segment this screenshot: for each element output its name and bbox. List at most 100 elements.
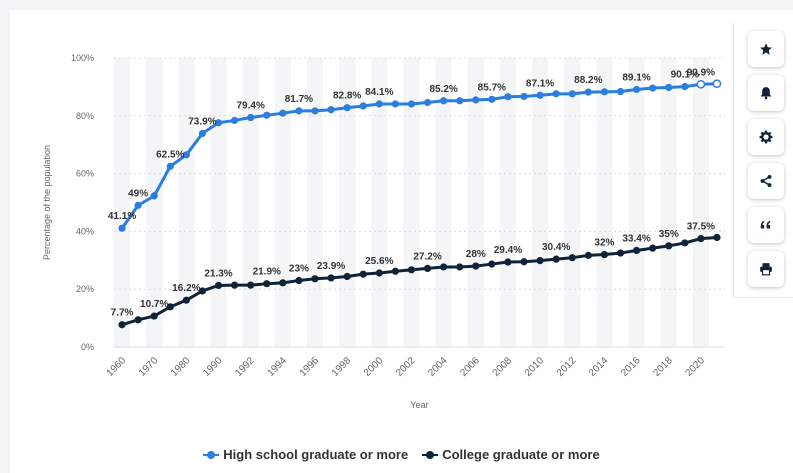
data-point xyxy=(504,258,512,266)
data-point xyxy=(649,244,657,252)
data-point xyxy=(150,192,158,200)
data-label: 28% xyxy=(466,249,486,260)
y-tick-label: 80% xyxy=(76,111,94,121)
y-tick-label: 60% xyxy=(76,169,94,179)
data-label: 23% xyxy=(289,264,309,275)
data-label: 85.7% xyxy=(478,82,506,93)
data-point xyxy=(166,162,174,170)
data-point xyxy=(327,106,335,114)
data-label: 33.4% xyxy=(622,233,650,244)
data-label: 62.5% xyxy=(156,149,184,160)
data-point xyxy=(343,104,351,112)
data-point xyxy=(118,224,126,232)
data-point xyxy=(295,107,303,115)
data-point xyxy=(504,93,512,101)
data-point xyxy=(134,316,142,324)
x-tick-label: 1960 xyxy=(105,355,129,379)
notification-button[interactable] xyxy=(748,75,784,111)
x-tick-label: 2014 xyxy=(587,355,611,379)
data-label: 30.4% xyxy=(542,242,570,253)
category-band xyxy=(628,58,645,347)
data-label: 10.7% xyxy=(140,299,168,310)
print-button[interactable] xyxy=(748,251,784,287)
data-point xyxy=(118,321,126,329)
data-point xyxy=(150,312,158,320)
data-point xyxy=(665,242,673,250)
data-point xyxy=(600,250,609,259)
data-point xyxy=(536,256,544,265)
data-point xyxy=(568,90,576,98)
data-point xyxy=(520,92,528,101)
data-point xyxy=(279,109,287,117)
data-point xyxy=(440,97,448,105)
legend-label-high-school: High school graduate or more xyxy=(223,447,409,462)
data-label: 29.4% xyxy=(494,245,522,256)
data-point xyxy=(632,246,641,255)
data-point xyxy=(632,85,641,94)
data-point xyxy=(681,239,689,247)
quote-icon xyxy=(760,220,771,229)
data-label: 89.1% xyxy=(622,73,650,84)
favorite-button[interactable] xyxy=(748,31,784,67)
data-point xyxy=(536,91,544,99)
category-band xyxy=(274,58,291,347)
data-point xyxy=(391,100,399,108)
chart: 0% 20% 40% 60% 80% 100% Percentage of the popu… xyxy=(42,53,725,410)
data-point xyxy=(649,84,657,92)
data-point xyxy=(696,79,706,89)
y-tick-label: 0% xyxy=(81,342,94,352)
data-point xyxy=(279,279,287,287)
side-toolbar xyxy=(733,22,793,298)
data-label: 81.7% xyxy=(285,94,313,105)
data-point xyxy=(616,249,625,257)
category-band xyxy=(596,58,613,347)
data-label: 35% xyxy=(659,229,679,240)
data-point xyxy=(311,275,319,283)
category-band xyxy=(467,58,484,347)
data-label: 7.7% xyxy=(111,308,134,319)
x-tick-label: 1980 xyxy=(169,355,193,379)
category-band xyxy=(660,58,677,347)
category-band xyxy=(306,58,324,347)
data-point xyxy=(343,272,351,281)
data-point xyxy=(456,97,464,105)
printer-icon xyxy=(760,263,772,276)
category-band xyxy=(435,58,452,347)
x-tick-label: 1996 xyxy=(298,355,322,379)
x-tick-label: 2002 xyxy=(394,355,418,379)
x-tick-label: 2004 xyxy=(426,355,450,379)
cite-button[interactable] xyxy=(748,207,784,243)
category-band xyxy=(178,58,195,347)
data-label: 41.1% xyxy=(108,211,136,222)
data-label: 79.4% xyxy=(236,101,264,112)
x-tick-label: 1992 xyxy=(233,355,257,379)
data-label: 90.1% xyxy=(671,70,699,81)
data-point xyxy=(359,270,367,278)
data-label: 37.5% xyxy=(687,222,715,233)
share-button[interactable] xyxy=(748,163,784,199)
category-band xyxy=(564,58,581,347)
data-point xyxy=(552,90,560,98)
x-tick-label: 2008 xyxy=(491,355,515,379)
data-point xyxy=(713,233,721,242)
x-tick-label: 2010 xyxy=(523,355,547,379)
x-tick-label: 2016 xyxy=(619,355,643,379)
data-point xyxy=(697,235,705,243)
legend-item-college[interactable]: College graduate or more xyxy=(422,447,600,462)
data-point xyxy=(214,119,223,127)
data-point xyxy=(263,280,271,288)
data-label: 21.3% xyxy=(204,268,232,279)
data-point xyxy=(391,267,399,275)
data-point xyxy=(166,303,174,311)
data-point xyxy=(134,201,142,209)
data-label: 87.1% xyxy=(526,78,554,89)
category-band xyxy=(499,58,516,347)
data-label: 88.2% xyxy=(574,75,602,86)
settings-button[interactable] xyxy=(748,119,784,155)
data-label: 73.9% xyxy=(188,116,216,127)
data-point xyxy=(488,95,496,103)
x-tick-label: 2012 xyxy=(555,355,579,379)
x-tick-label: 2006 xyxy=(458,355,482,379)
legend-item-high-school[interactable]: High school graduate or more xyxy=(203,447,408,462)
data-point xyxy=(456,263,464,271)
